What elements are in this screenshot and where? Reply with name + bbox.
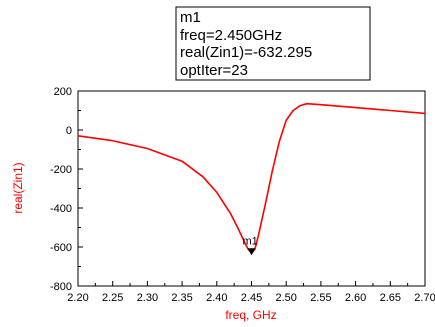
marker-layer: m1 — [243, 235, 258, 256]
marker-readout-box: m1 freq=2.450GHz real(Zin1)=-632.295 opt… — [175, 6, 371, 81]
marker-readout-line-3: real(Zin1)=-632.295 — [180, 44, 312, 61]
plot-area: 2.20 2.25 2.30 2.35 2.40 2.45 2.50 2.55 2.60 2.65… — [50, 86, 435, 304]
x-tick-label-3: 2.35 — [171, 292, 192, 304]
marker-readout-line-4: optIter=23 — [180, 62, 248, 79]
marker-readout-line-2: freq=2.450GHz — [180, 27, 282, 44]
marker-readout-frame — [175, 6, 371, 81]
x-tick-label-10: 2.70 — [414, 292, 435, 304]
marker-triangle — [247, 248, 256, 256]
y-axis-title: real(Zin1) — [11, 162, 25, 213]
x-tick-label-9: 2.65 — [380, 292, 401, 304]
x-tick-label-1: 2.25 — [102, 292, 123, 304]
y-tick-label-4: -600 — [50, 242, 72, 254]
y-tick-label-5: -800 — [50, 281, 72, 293]
x-axis-tick-labels: 2.20 2.25 2.30 2.35 2.40 2.45 2.50 2.55 2.60 2.65… — [67, 292, 435, 304]
y-tick-label-2: -200 — [50, 164, 72, 176]
x-axis-title: freq, GHz — [225, 308, 276, 322]
y-tick-label-1: 0 — [66, 125, 72, 137]
y-tick-label-0: 200 — [54, 86, 72, 98]
x-tick-label-7: 2.55 — [310, 292, 331, 304]
x-tick-label-4: 2.40 — [206, 292, 227, 304]
x-tick-label-0: 2.20 — [67, 292, 88, 304]
x-tick-label-2: 2.30 — [137, 292, 158, 304]
x-tick-label-8: 2.60 — [345, 292, 366, 304]
x-tick-label-5: 2.45 — [241, 292, 262, 304]
series-line-0 — [77, 102, 426, 255]
y-axis-tick-labels: 200 0 -200 -400 -600 -800 — [50, 86, 72, 293]
plot-frame — [77, 90, 426, 287]
x-tick-label-6: 2.50 — [275, 292, 296, 304]
marker-readout-line-1: m1 — [180, 9, 201, 26]
y-tick-label-3: -400 — [50, 203, 72, 215]
y-axis-ticks — [78, 90, 83, 287]
x-axis-ticks — [77, 281, 426, 286]
marker-tag-label: m1 — [243, 235, 258, 247]
series-layer — [77, 102, 426, 255]
